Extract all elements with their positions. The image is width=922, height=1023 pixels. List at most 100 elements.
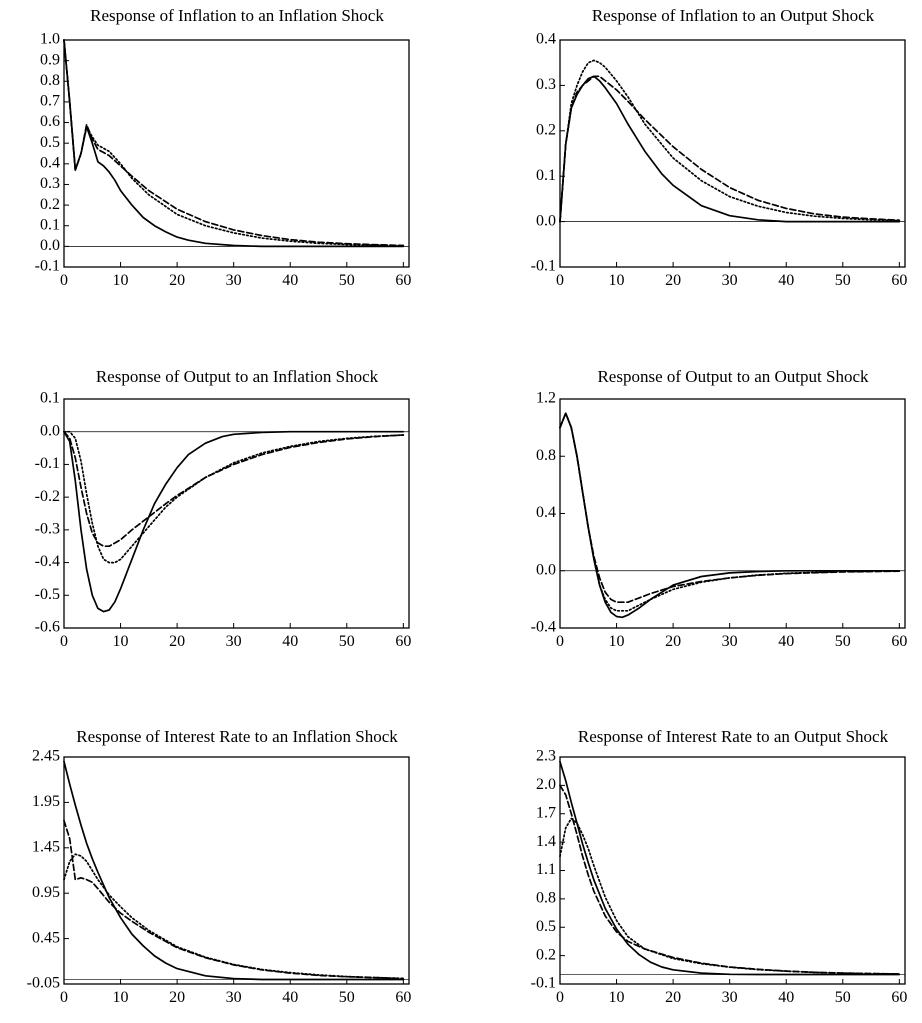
series-line-solid [63,760,405,981]
x-tick-label: 40 [778,272,794,289]
x-tick-label: 0 [556,633,564,650]
y-tick-label: 0.4 [536,504,556,521]
x-tick-label: 40 [778,989,794,1006]
y-tick-label: -0.1 [531,975,556,992]
y-tick-label: 0.1 [40,390,60,407]
y-tick-label: 0.0 [40,422,60,439]
y-tick-label: 0.6 [40,113,60,130]
x-tick-label: 50 [835,633,851,650]
y-tick-label: 0.0 [40,237,60,254]
y-tick-label: 2.45 [32,748,60,765]
series-line-dashed [559,75,901,223]
panel-title: Response of Inflation to an Output Shock [592,6,875,25]
y-tick-label: -0.1 [531,258,556,275]
y-tick-label: 1.1 [536,861,556,878]
series-line-dotted [63,853,405,980]
series-line-solid [559,75,901,223]
y-tick-label: 0.4 [40,154,60,171]
y-tick-label: 0.2 [536,946,556,963]
x-tick-label: 0 [60,633,68,650]
y-tick-label: 1.45 [32,838,60,855]
plot-frame [559,398,906,629]
y-tick-label: 0.9 [40,51,60,68]
x-tick-label: 50 [835,272,851,289]
y-tick-label: 0.0 [536,561,556,578]
series-line-solid [63,39,405,248]
plot-frame [63,39,410,268]
series-line-dotted [559,59,901,223]
y-tick-label: 0.7 [40,93,60,110]
x-tick-label: 60 [395,633,411,650]
y-tick-label: -0.05 [27,975,60,992]
panel-title: Response of Interest Rate to an Inflatio… [76,727,398,746]
y-tick-label: 0.1 [536,167,556,184]
y-tick-label: 1.7 [536,804,556,821]
plot-frame [559,39,906,268]
series-line-dashed [559,784,901,975]
x-tick-label: 60 [891,633,907,650]
x-tick-label: 40 [282,272,298,289]
y-tick-label: 0.8 [536,447,556,464]
y-tick-label: -0.1 [35,455,60,472]
x-tick-label: 10 [113,272,129,289]
y-tick-label: 0.8 [40,72,60,89]
series-line-dotted [63,430,405,564]
panel-title: Response of Output to an Output Shock [597,367,869,386]
y-tick-label: 0.45 [32,929,60,946]
x-tick-label: 20 [169,633,185,650]
y-tick-label: 0.8 [536,890,556,907]
x-tick-label: 0 [60,989,68,1006]
y-tick-label: 2.3 [536,748,556,765]
x-tick-label: 0 [556,272,564,289]
y-tick-label: 0.5 [536,918,556,935]
y-tick-label: -0.5 [35,586,60,603]
y-tick-label: 0.0 [536,212,556,229]
x-tick-label: 60 [891,272,907,289]
series-line-dashed [559,412,901,604]
series-line-solid [559,412,901,619]
y-tick-label: -0.1 [35,258,60,275]
y-tick-label: 0.3 [536,76,556,93]
series-line-dotted [559,412,901,612]
x-tick-label: 20 [665,633,681,650]
plot-frame [63,398,410,629]
y-tick-label: 0.1 [40,216,60,233]
x-tick-label: 10 [113,989,129,1006]
panel-title: Response of Inflation to an Inflation Sh… [90,6,384,25]
y-tick-label: -0.4 [35,553,60,570]
y-tick-label: 1.95 [32,793,60,810]
x-tick-label: 30 [722,989,738,1006]
x-tick-label: 40 [778,633,794,650]
x-tick-label: 0 [60,272,68,289]
x-tick-label: 30 [226,272,242,289]
y-tick-label: 1.0 [40,31,60,48]
y-tick-label: 0.4 [536,31,556,48]
x-tick-label: 40 [282,633,298,650]
x-tick-label: 20 [169,272,185,289]
x-tick-label: 10 [609,633,625,650]
x-tick-label: 30 [722,272,738,289]
panel-3: Response of Output to an Inflation Shock… [35,367,412,650]
series-line-dashed [63,819,405,980]
y-tick-label: 0.2 [40,196,60,213]
x-tick-label: 30 [722,633,738,650]
x-tick-label: 20 [665,989,681,1006]
x-tick-label: 40 [282,989,298,1006]
y-tick-label: 0.3 [40,175,60,192]
plot-frame [63,756,410,985]
x-tick-label: 10 [609,272,625,289]
x-tick-label: 50 [835,989,851,1006]
y-tick-label: 1.2 [536,390,556,407]
x-tick-label: 60 [395,272,411,289]
panel-6: Response of Interest Rate to an Output S… [531,727,908,1006]
x-tick-label: 20 [169,989,185,1006]
x-tick-label: 60 [395,989,411,1006]
series-line-solid [559,760,901,976]
series-line-dotted [559,817,901,975]
series-line-solid [63,430,405,613]
panel-5: Response of Interest Rate to an Inflatio… [27,727,412,1006]
panel-4: Response of Output to an Output Shock 1.2… [531,367,908,650]
y-tick-label: 0.5 [40,134,60,151]
